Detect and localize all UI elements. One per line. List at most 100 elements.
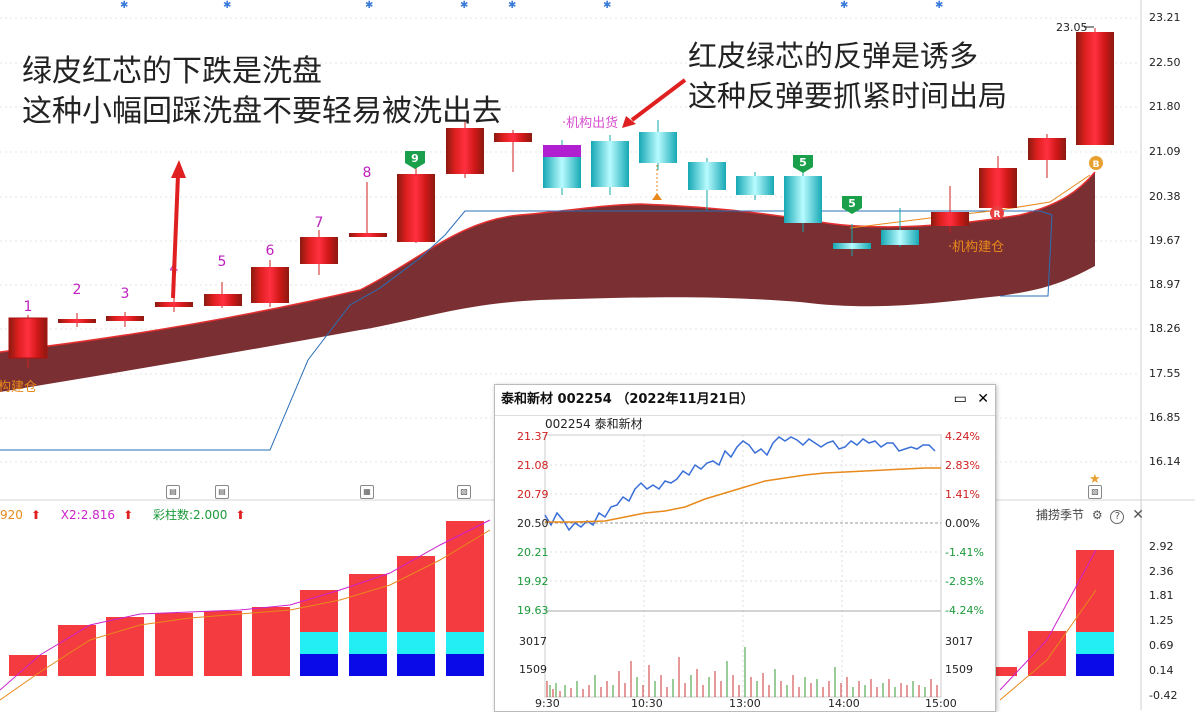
ma-band	[0, 172, 1095, 392]
event-icon[interactable]: ▤	[166, 485, 180, 499]
candles-down[interactable]	[543, 120, 919, 256]
svg-text:✱: ✱	[840, 0, 848, 11]
intraday-price-line	[544, 436, 936, 532]
event-icon[interactable]: ▧	[457, 485, 471, 499]
intraday-price-label: 19.63	[517, 604, 549, 617]
price-axis-label: 21.80	[1149, 100, 1181, 113]
candle-label: 3	[121, 286, 130, 302]
annotation-right: 红皮绿芯的反弹是诱多 这种反弹要抓紧时间出局	[688, 36, 1007, 116]
indicator-axis-label: 0.69	[1149, 639, 1174, 652]
badge-5: 5	[848, 197, 856, 210]
star-icon: ★	[1089, 472, 1101, 487]
popup-window-buttons: ▭ ✕	[948, 391, 989, 407]
indicator-axis-label: -0.42	[1149, 689, 1178, 702]
svg-text:✱: ✱	[935, 0, 943, 11]
intraday-pct-label: 2.83%	[945, 459, 980, 472]
high-price-marker: 23.05	[1056, 21, 1088, 34]
indicator-line-orange-right	[999, 589, 1097, 701]
price-axis-label: 19.67	[1149, 234, 1181, 247]
volume-label: 1509	[945, 663, 973, 676]
intraday-pct-label: 4.24%	[945, 430, 980, 443]
annotation-left-line2: 这种小幅回踩洗盘不要轻易被洗出去	[22, 94, 502, 129]
time-label: 14:00	[828, 697, 860, 710]
intraday-pct-label: -2.83%	[945, 575, 984, 588]
time-label: 9:30	[535, 697, 560, 710]
svg-text:✱: ✱	[120, 0, 128, 11]
intraday-price-label: 21.37	[517, 430, 549, 443]
annotation-right-line2: 这种反弹要抓紧时间出局	[688, 79, 1008, 113]
price-axis-label: 17.55	[1149, 367, 1181, 380]
intraday-volume-bars	[546, 647, 938, 697]
indicator-axis-label: 1.81	[1149, 589, 1174, 602]
svg-text:✱: ✱	[603, 0, 611, 11]
candle-label: 5	[218, 254, 227, 270]
event-icon[interactable]: ▦	[360, 485, 374, 499]
intraday-avg-line	[545, 467, 941, 523]
price-axis-label: 18.97	[1149, 278, 1181, 291]
indicator-legend: 920 ⬆ X2:2.816 ⬆ 彩柱数:2.000 ⬆	[0, 506, 261, 523]
svg-text:✱: ✱	[508, 0, 516, 11]
intraday-price-label: 20.50	[517, 517, 549, 530]
indicator-axis-label: 2.36	[1149, 565, 1174, 578]
time-label: 10:30	[631, 697, 663, 710]
intraday-pct-label: 0.00%	[945, 517, 980, 530]
annotation-left: 绿皮红芯的下跌是洗盘 这种小幅回踩洗盘不要轻易被洗出去	[22, 52, 502, 132]
candle-label: 8	[363, 165, 372, 181]
legend-x2: X2:2.816 ⬆	[60, 508, 134, 522]
intraday-chart[interactable]	[495, 385, 995, 711]
indicator-bars	[9, 521, 1114, 676]
price-axis-label: 20.38	[1149, 190, 1181, 203]
annotation-left-line1: 绿皮红芯的下跌是洗盘	[22, 54, 322, 89]
help-icon[interactable]: ?	[1110, 510, 1125, 524]
intraday-pct-label: 1.41%	[945, 488, 980, 501]
price-axis-label: 23.21	[1149, 11, 1181, 24]
support-line	[0, 210, 1053, 451]
time-label: 13:00	[729, 697, 761, 710]
volume-label: 3017	[945, 635, 973, 648]
badge-9: 9	[411, 152, 419, 165]
intraday-price-label: 21.08	[517, 459, 549, 472]
indicator-axis-label: 2.92	[1149, 540, 1174, 553]
sell-marker-purple	[543, 145, 581, 157]
indicator-line-magenta	[0, 519, 491, 691]
event-icon[interactable]: ▧	[1088, 485, 1102, 499]
close-icon[interactable]: ✕	[977, 391, 989, 407]
institution-buy-label: ·机构建仓	[948, 240, 1004, 255]
institution-buy-label-left: 构建仓	[0, 380, 37, 395]
settings-icon[interactable]: ⚙	[1091, 508, 1103, 522]
intraday-price-label: 20.21	[517, 546, 549, 559]
price-axis-label: 18.26	[1149, 322, 1181, 335]
ma-line-red	[0, 171, 1096, 353]
intraday-pct-label: -4.24%	[945, 604, 984, 617]
svg-text:✱: ✱	[365, 0, 373, 11]
candle-label: 6	[266, 243, 275, 259]
candle-label: 1	[24, 299, 33, 315]
signal-badges: 9 5 5 R B	[405, 151, 1103, 220]
time-label: 15:00	[925, 697, 957, 710]
price-axis-label: 16.14	[1149, 455, 1181, 468]
legend-bars: 彩柱数:2.000 ⬆	[152, 508, 246, 522]
popup-subtitle: 002254 泰和新材	[545, 417, 643, 431]
svg-text:✱: ✱	[223, 0, 231, 11]
volume-label: 1509	[519, 663, 547, 676]
indicator-line-orange	[0, 529, 491, 701]
indicator-name[interactable]: 捕捞季节	[1036, 508, 1085, 522]
annotation-right-line1: 红皮绿芯的反弹是诱多	[688, 39, 979, 73]
event-icon[interactable]: ▤	[215, 485, 229, 499]
price-axis-label: 16.85	[1149, 411, 1181, 424]
legend-x1: 920 ⬆	[0, 508, 41, 522]
close-icon[interactable]: ✕	[1132, 507, 1144, 523]
intraday-pct-label: -1.41%	[945, 546, 984, 559]
svg-text:✱: ✱	[460, 0, 468, 11]
volume-label: 3017	[519, 635, 547, 648]
popup-title[interactable]: 泰和新材 002254 （2022年11月21日）	[495, 385, 995, 416]
annotation-arrows	[171, 78, 687, 299]
minimize-icon[interactable]: ▭	[953, 391, 967, 407]
price-axis-label: 22.50	[1149, 56, 1181, 69]
intraday-popup[interactable]: 泰和新材 002254 （2022年11月21日） ▭ ✕ 002254 泰和新…	[494, 384, 996, 712]
candles-up[interactable]	[8, 28, 1114, 368]
indicator-axis-label: 0.14	[1149, 664, 1174, 677]
top-star-markers: ✱ ✱ ✱ ✱ ✱ ✱ ✱ ✱	[120, 0, 943, 11]
indicator-controls: 捕捞季节 ⚙ ? ✕	[1036, 506, 1144, 524]
candle-label: 2	[73, 282, 82, 298]
